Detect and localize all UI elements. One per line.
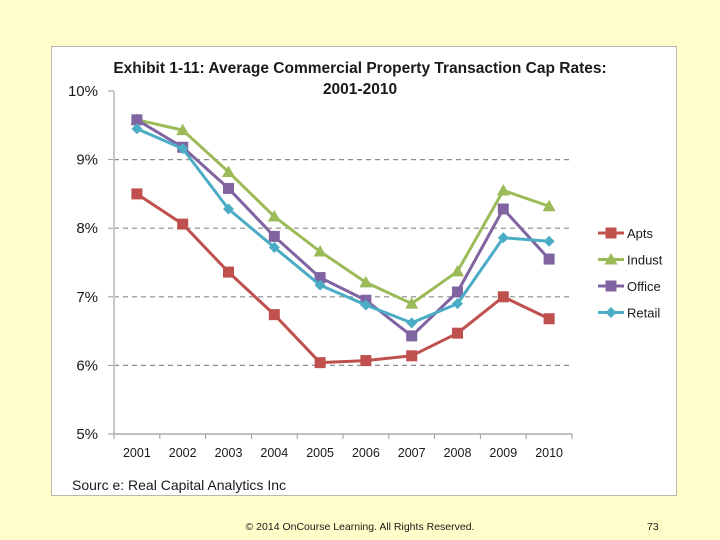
data-point-apts: [131, 188, 143, 200]
data-point-retail: [497, 232, 509, 244]
data-point-office: [131, 114, 143, 126]
data-point-apts: [497, 291, 509, 303]
legend-label-apts: Apts: [627, 226, 654, 241]
data-point-indust: [222, 165, 235, 177]
data-point-apts: [223, 266, 234, 278]
data-point-indust: [267, 210, 281, 222]
data-point-retail: [177, 143, 189, 155]
x-tick-label: 2009: [489, 446, 517, 460]
x-tick-label: 2003: [215, 446, 243, 460]
data-point-indust: [451, 264, 464, 277]
data-point-office: [497, 203, 509, 215]
y-tick-label: 8%: [76, 220, 98, 237]
data-point-office: [543, 253, 555, 265]
data-point-retail: [452, 298, 463, 310]
x-tick-label: 2007: [398, 446, 426, 460]
x-tick-label: 2002: [169, 446, 197, 460]
data-point-office: [314, 272, 326, 284]
data-point-indust: [542, 199, 556, 212]
data-point-apts: [543, 313, 555, 325]
page-number: 73: [647, 521, 659, 533]
y-tick-label: 9%: [76, 152, 98, 169]
legend-marker-indust: [604, 253, 618, 265]
legend-marker-retail: [605, 307, 617, 318]
legend-marker-office: [605, 280, 617, 292]
data-point-apts: [268, 309, 280, 321]
data-point-indust: [405, 297, 419, 309]
data-point-office: [406, 330, 418, 342]
data-point-indust: [359, 275, 373, 288]
series-line-apts: [136, 192, 550, 365]
x-tick-label: 2006: [352, 446, 380, 460]
x-tick-label: 2008: [444, 446, 472, 460]
chart-title-line1: Exhibit 1-11: Average Commercial Propert…: [113, 60, 607, 77]
legend-label-office: Office: [627, 279, 661, 294]
y-tick-label: 5%: [76, 426, 98, 443]
series-line-retail: [136, 127, 550, 325]
data-point-retail: [543, 235, 555, 247]
legend-label-indust: Indust: [627, 253, 663, 268]
y-tick-label: 7%: [76, 289, 98, 306]
data-point-apts: [314, 357, 326, 369]
data-point-indust: [176, 123, 190, 136]
x-tick-label: 2004: [260, 446, 288, 460]
data-point-office: [452, 286, 463, 298]
y-tick-label: 10%: [68, 83, 98, 100]
data-point-retail: [268, 241, 280, 253]
data-point-retail: [360, 299, 372, 311]
chart-title: Exhibit 1-11: Average Commercial Propert…: [60, 58, 660, 100]
data-point-apts: [452, 327, 463, 339]
data-point-retail: [131, 123, 143, 135]
data-point-indust: [313, 245, 327, 257]
copyright-footer: © 2014 OnCourse Learning. All Rights Res…: [245, 521, 475, 533]
data-point-apts: [406, 350, 418, 362]
data-point-retail: [314, 279, 326, 291]
data-point-office: [223, 182, 234, 194]
x-tick-label: 2005: [306, 446, 334, 460]
series-line-indust: [136, 118, 550, 306]
data-point-apts: [177, 218, 189, 230]
data-point-indust: [496, 183, 510, 196]
x-tick-label: 2001: [123, 446, 151, 460]
legend-label-retail: Retail: [627, 306, 660, 321]
source-note: Sourc e: Real Capital Analytics Inc: [72, 477, 286, 493]
y-tick-label: 6%: [76, 357, 98, 374]
legend-marker-apts: [605, 227, 617, 239]
data-point-office: [268, 230, 280, 242]
series-line-office: [136, 118, 551, 338]
data-point-apts: [360, 355, 372, 367]
data-point-retail: [223, 203, 234, 215]
chart-title-line2: 2001-2010: [322, 81, 398, 98]
x-tick-label: 2010: [535, 446, 563, 460]
data-point-retail: [406, 317, 418, 329]
chart-frame: [51, 46, 677, 496]
